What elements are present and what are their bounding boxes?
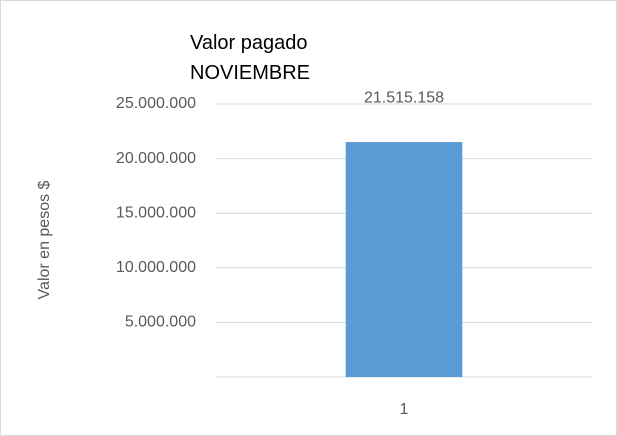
chart-title: Valor pagado NOVIEMBRE — [190, 32, 311, 84]
chart-title-box: Valor pagado NOVIEMBRE — [190, 32, 311, 84]
y-tick-label: 10.000.000 — [116, 259, 196, 276]
y-axis-label: Valor en pesos $ — [36, 180, 53, 299]
y-tick-label: 25.000.000 — [116, 95, 196, 112]
x-tick-label: 1 — [400, 401, 409, 418]
data-label: 21.515.158 — [364, 89, 444, 106]
y-tick-label: 5.000.000 — [125, 314, 196, 331]
y-tick-label: 15.000.000 — [116, 204, 196, 221]
bar — [345, 142, 463, 377]
y-tick-label: 20.000.000 — [116, 150, 196, 167]
